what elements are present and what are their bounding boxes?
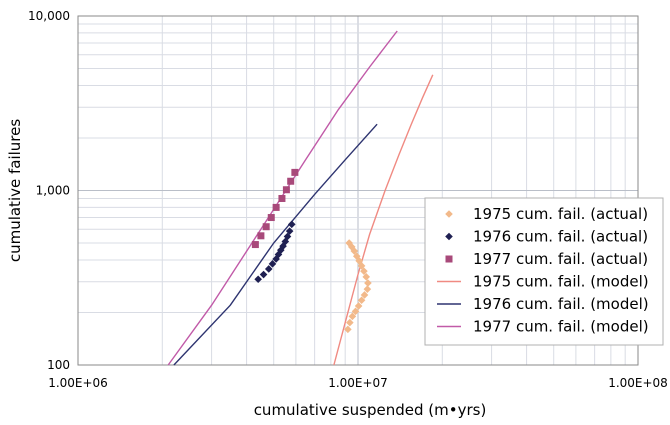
legend: 1975 cum. fail. (actual) 1976 cum. fail. … <box>424 197 664 346</box>
data-point-1976-cum-fail-actual <box>259 270 268 279</box>
data-point-1975-cum-fail-actual <box>360 267 368 275</box>
series-line-1976-cum-fail-model <box>173 123 378 366</box>
data-point-1975-cum-fail-actual <box>347 243 356 251</box>
data-point-1977-cum-fail-actual <box>291 168 299 176</box>
y-tick-label: 100 <box>47 358 70 372</box>
series-line-1977-cum-fail-model <box>167 30 398 366</box>
series-layer <box>167 30 434 366</box>
data-point-1977-cum-fail-actual <box>287 177 295 185</box>
data-point-1975-cum-fail-actual <box>348 312 357 321</box>
y-tick-label: 1,000 <box>36 184 70 198</box>
legend-label: 1977 cum. fail. (model) <box>473 318 649 336</box>
legend-box <box>424 197 664 346</box>
data-point-1977-cum-fail-actual <box>251 241 259 249</box>
data-point-1976-cum-fail-actual <box>281 237 290 246</box>
legend-swatch <box>445 255 453 263</box>
data-point-1977-cum-fail-actual <box>272 203 280 211</box>
legend-label: 1975 cum. fail. (model) <box>473 273 649 291</box>
data-point-1976-cum-fail-actual <box>285 227 294 235</box>
y-tick-label: 10,000 <box>28 9 70 23</box>
data-point-1977-cum-fail-actual <box>278 194 286 202</box>
legend-label: 1975 cum. fail. (actual) <box>473 205 648 223</box>
data-point-1976-cum-fail-actual <box>274 250 283 259</box>
data-point-1976-cum-fail-actual <box>287 220 296 229</box>
data-point-1976-cum-fail-actual <box>254 275 262 284</box>
x-tick-label: 1.00E+06 <box>48 376 108 390</box>
data-point-1977-cum-fail-actual <box>282 186 290 194</box>
data-point-1975-cum-fail-actual <box>364 279 372 287</box>
data-point-1976-cum-fail-actual <box>268 260 277 268</box>
data-point-1975-cum-fail-actual <box>354 302 363 310</box>
legend-label: 1976 cum. fail. (actual) <box>473 228 648 246</box>
tick-labels: 1.00E+06 1.00E+07 1.00E+08 100 1,000 10,000 <box>28 9 668 390</box>
legend-swatch <box>445 210 453 218</box>
data-point-1975-cum-fail-actual <box>363 285 372 293</box>
data-point-1977-cum-fail-actual <box>267 214 275 222</box>
data-point-1975-cum-fail-actual <box>346 318 354 327</box>
data-point-1976-cum-fail-actual <box>276 246 285 254</box>
data-point-1975-cum-fail-actual <box>351 307 360 316</box>
data-point-1977-cum-fail-actual <box>262 223 270 231</box>
data-point-1977-cum-fail-actual <box>257 232 265 240</box>
x-tick-label: 1.00E+07 <box>328 376 388 390</box>
y-axis-title: cumulative failures <box>6 119 24 263</box>
data-point-1975-cum-fail-actual <box>357 262 366 270</box>
legend-swatch <box>445 232 453 241</box>
data-point-1975-cum-fail-actual <box>355 257 364 265</box>
data-point-1975-cum-fail-actual <box>360 291 369 299</box>
data-point-1975-cum-fail-actual <box>362 273 371 281</box>
data-point-1976-cum-fail-actual <box>264 265 273 273</box>
data-point-1975-cum-fail-actual <box>350 247 359 255</box>
x-axis-title: cumulative suspended (m•yrs) <box>254 401 487 419</box>
legend-label: 1976 cum. fail. (model) <box>473 295 649 313</box>
legend-label: 1977 cum. fail. (actual) <box>473 250 648 268</box>
plot-area-frame <box>77 15 639 366</box>
data-point-1975-cum-fail-actual <box>344 325 352 334</box>
x-tick-label: 1.00E+08 <box>608 376 668 390</box>
data-point-1975-cum-fail-actual <box>357 296 366 305</box>
series-line-1975-cum-fail-model <box>333 74 434 366</box>
